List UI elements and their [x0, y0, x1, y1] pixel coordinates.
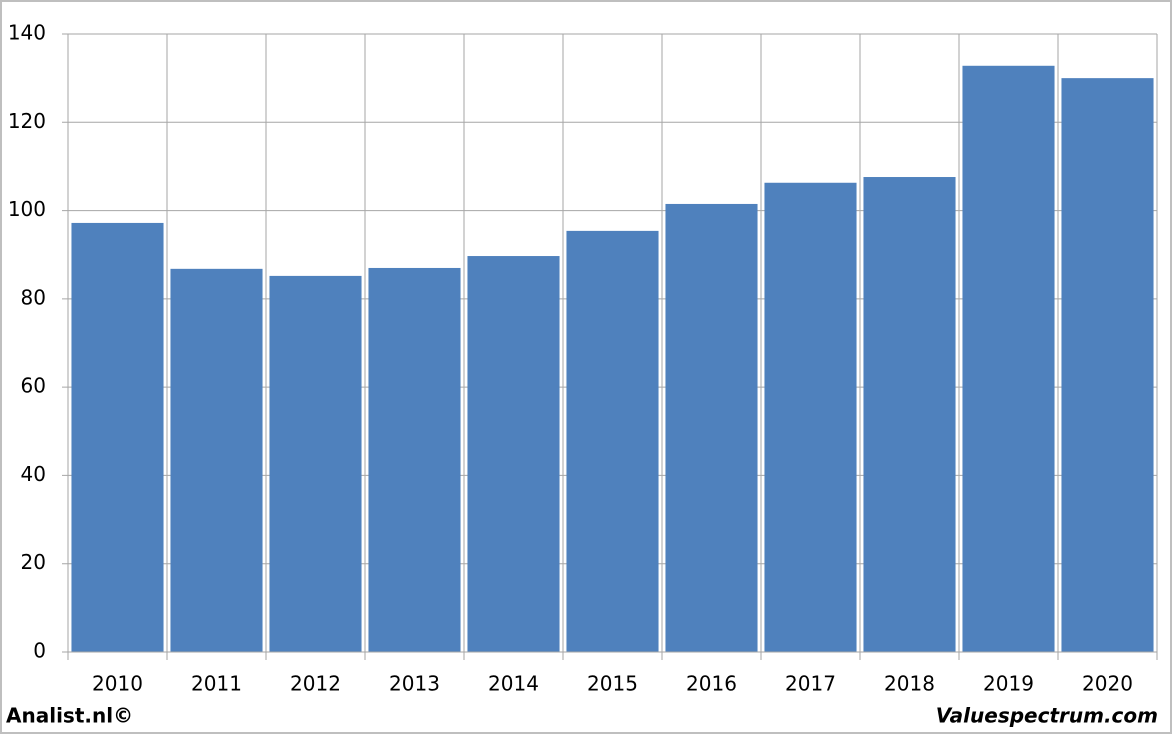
bar [764, 182, 857, 653]
bar [71, 222, 164, 652]
y-tick-label: 140 [8, 21, 46, 45]
y-tick-label: 60 [21, 374, 46, 398]
credit-label: Valuespectrum.com [936, 704, 1158, 728]
y-tick-label: 120 [8, 109, 46, 133]
x-tick-label: 2010 [92, 672, 143, 696]
x-tick-label: 2018 [884, 672, 935, 696]
y-tick-label: 20 [21, 550, 46, 574]
x-tick-label: 2017 [785, 672, 836, 696]
y-tick-label: 40 [21, 462, 46, 486]
x-tick-label: 2020 [1082, 672, 1133, 696]
bar [467, 256, 560, 652]
x-tick-label: 2011 [191, 672, 242, 696]
bar [962, 65, 1055, 653]
x-tick-label: 2016 [686, 672, 737, 696]
x-tick-label: 2015 [587, 672, 638, 696]
x-tick-label: 2014 [488, 672, 539, 696]
x-tick-label: 2013 [389, 672, 440, 696]
bar [863, 177, 956, 652]
x-tick-label: 2012 [290, 672, 341, 696]
x-tick-label: 2019 [983, 672, 1034, 696]
bar [269, 275, 362, 652]
bar [566, 230, 659, 652]
source-label: Analist.nl© [6, 704, 133, 728]
y-tick-label: 0 [33, 639, 46, 663]
bar [368, 267, 461, 652]
y-tick-label: 80 [21, 285, 46, 309]
bar [665, 203, 758, 652]
bar [1061, 78, 1154, 652]
bar [170, 268, 263, 652]
y-tick-label: 100 [8, 197, 46, 221]
